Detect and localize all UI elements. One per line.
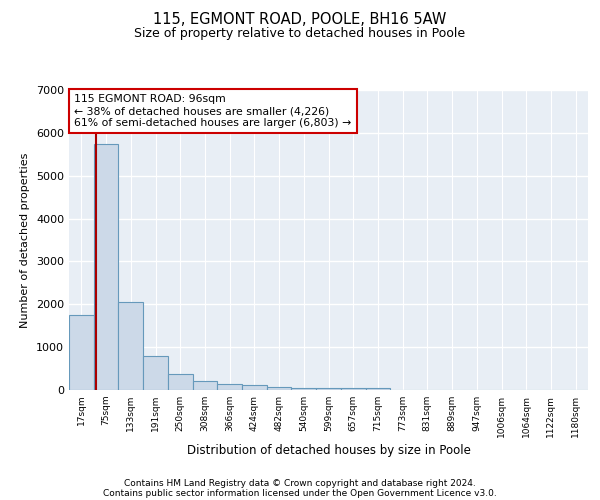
Text: Size of property relative to detached houses in Poole: Size of property relative to detached ho…	[134, 28, 466, 40]
Bar	[365, 388, 390, 390]
Bar	[316, 388, 341, 390]
Text: Contains public sector information licensed under the Open Government Licence v3: Contains public sector information licen…	[103, 488, 497, 498]
Bar	[242, 386, 267, 390]
Text: 115, EGMONT ROAD, POOLE, BH16 5AW: 115, EGMONT ROAD, POOLE, BH16 5AW	[154, 12, 446, 28]
Y-axis label: Number of detached properties: Number of detached properties	[20, 152, 31, 328]
Bar	[118, 302, 143, 390]
Bar	[168, 374, 193, 390]
Text: 115 EGMONT ROAD: 96sqm
← 38% of detached houses are smaller (4,226)
61% of semi-: 115 EGMONT ROAD: 96sqm ← 38% of detached…	[74, 94, 352, 128]
Bar	[69, 315, 94, 390]
Text: Contains HM Land Registry data © Crown copyright and database right 2024.: Contains HM Land Registry data © Crown c…	[124, 478, 476, 488]
Bar	[217, 384, 242, 390]
Bar	[94, 144, 118, 390]
Bar	[143, 356, 168, 390]
X-axis label: Distribution of detached houses by size in Poole: Distribution of detached houses by size …	[187, 444, 470, 457]
Bar	[292, 388, 316, 390]
Bar	[193, 382, 217, 390]
Bar	[341, 388, 365, 390]
Bar	[267, 386, 292, 390]
